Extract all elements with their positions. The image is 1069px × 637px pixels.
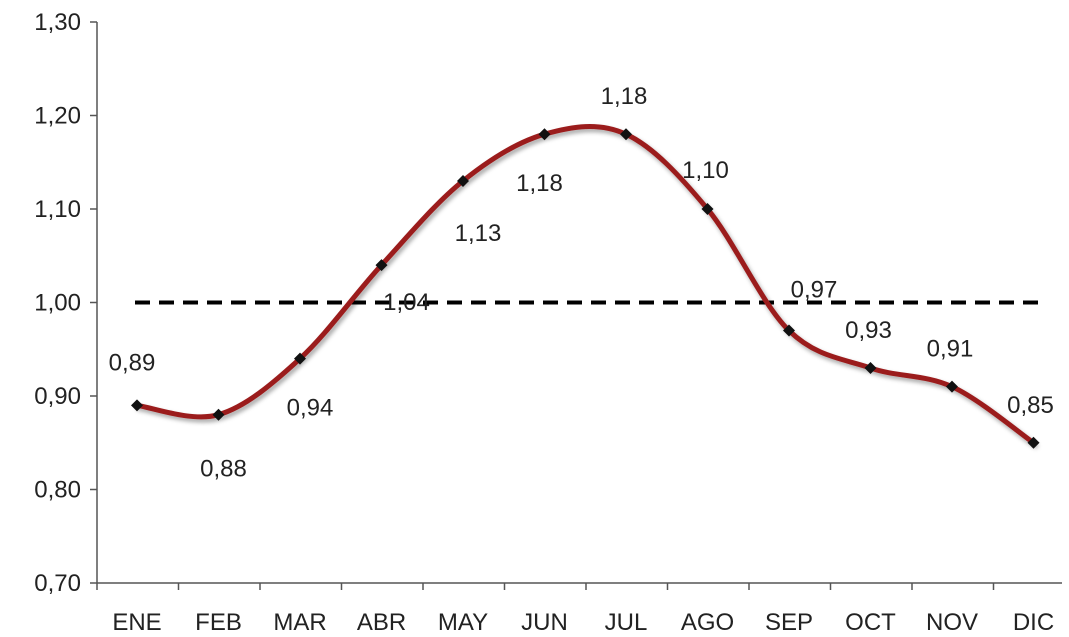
- y-tick-label: 0,80: [34, 477, 81, 504]
- y-tick-label: 0,70: [34, 570, 81, 597]
- y-tick-label: 1,20: [34, 103, 81, 130]
- x-tick-label: ENE: [112, 609, 161, 636]
- x-axis: ENE FEB MAR ABR MAY JUN JUL AGO SEP OCT NOV DIC: [96, 582, 1062, 636]
- x-tick-label: FEB: [195, 609, 242, 636]
- data-label: 0,88: [200, 456, 247, 483]
- x-tick-label: ABR: [357, 609, 406, 636]
- data-label: 0,93: [845, 317, 892, 344]
- x-tick-label: SEP: [765, 609, 813, 636]
- y-tick-label: 1,30: [34, 9, 81, 36]
- data-label: 1,04: [383, 289, 430, 316]
- data-point-marker: [457, 174, 469, 187]
- y-axis: 0,70 0,80 0,90 1,00 1,10 1,20 1,30: [34, 9, 98, 597]
- data-label: 1,18: [516, 170, 563, 197]
- data-label: 1,13: [455, 220, 502, 247]
- data-point-marker: [620, 128, 632, 141]
- data-labels-group: 0,89 0,88 0,94 1,04 1,13 1,18 1,18 1,10 0,97 0,93…: [109, 83, 1054, 483]
- x-tick-label: OCT: [845, 609, 896, 636]
- x-tick-label: JUL: [605, 609, 648, 636]
- data-label: 0,89: [109, 349, 156, 376]
- data-point-marker: [294, 352, 306, 365]
- x-tick-label: AGO: [681, 609, 734, 636]
- y-tick-label: 0,90: [34, 383, 81, 410]
- x-tick-label: MAR: [273, 609, 326, 636]
- data-point-marker: [783, 324, 795, 337]
- data-point-marker: [131, 399, 143, 412]
- data-point-marker: [864, 361, 877, 374]
- series-group: [134, 124, 1036, 446]
- data-point-marker: [701, 203, 714, 215]
- data-label: 1,18: [601, 83, 648, 110]
- data-label: 0,97: [791, 277, 838, 304]
- markers-group: [131, 128, 1040, 449]
- data-label: 0,85: [1007, 392, 1054, 419]
- y-tick-label: 1,00: [34, 290, 81, 317]
- x-tick-label: NOV: [926, 609, 978, 636]
- data-point-marker: [946, 380, 958, 393]
- x-tick-label: DIC: [1013, 609, 1054, 636]
- data-label: 0,91: [927, 336, 974, 363]
- data-point-marker: [375, 259, 388, 272]
- x-tick-label: JUN: [521, 609, 568, 636]
- data-point-marker: [1027, 436, 1040, 449]
- data-label: 0,94: [287, 395, 334, 422]
- data-point-marker: [212, 408, 225, 421]
- y-tick-label: 1,10: [34, 196, 81, 223]
- series-line: [134, 124, 1036, 446]
- x-tick-label: MAY: [438, 609, 488, 636]
- data-point-marker: [538, 128, 551, 141]
- data-label: 1,10: [682, 157, 729, 184]
